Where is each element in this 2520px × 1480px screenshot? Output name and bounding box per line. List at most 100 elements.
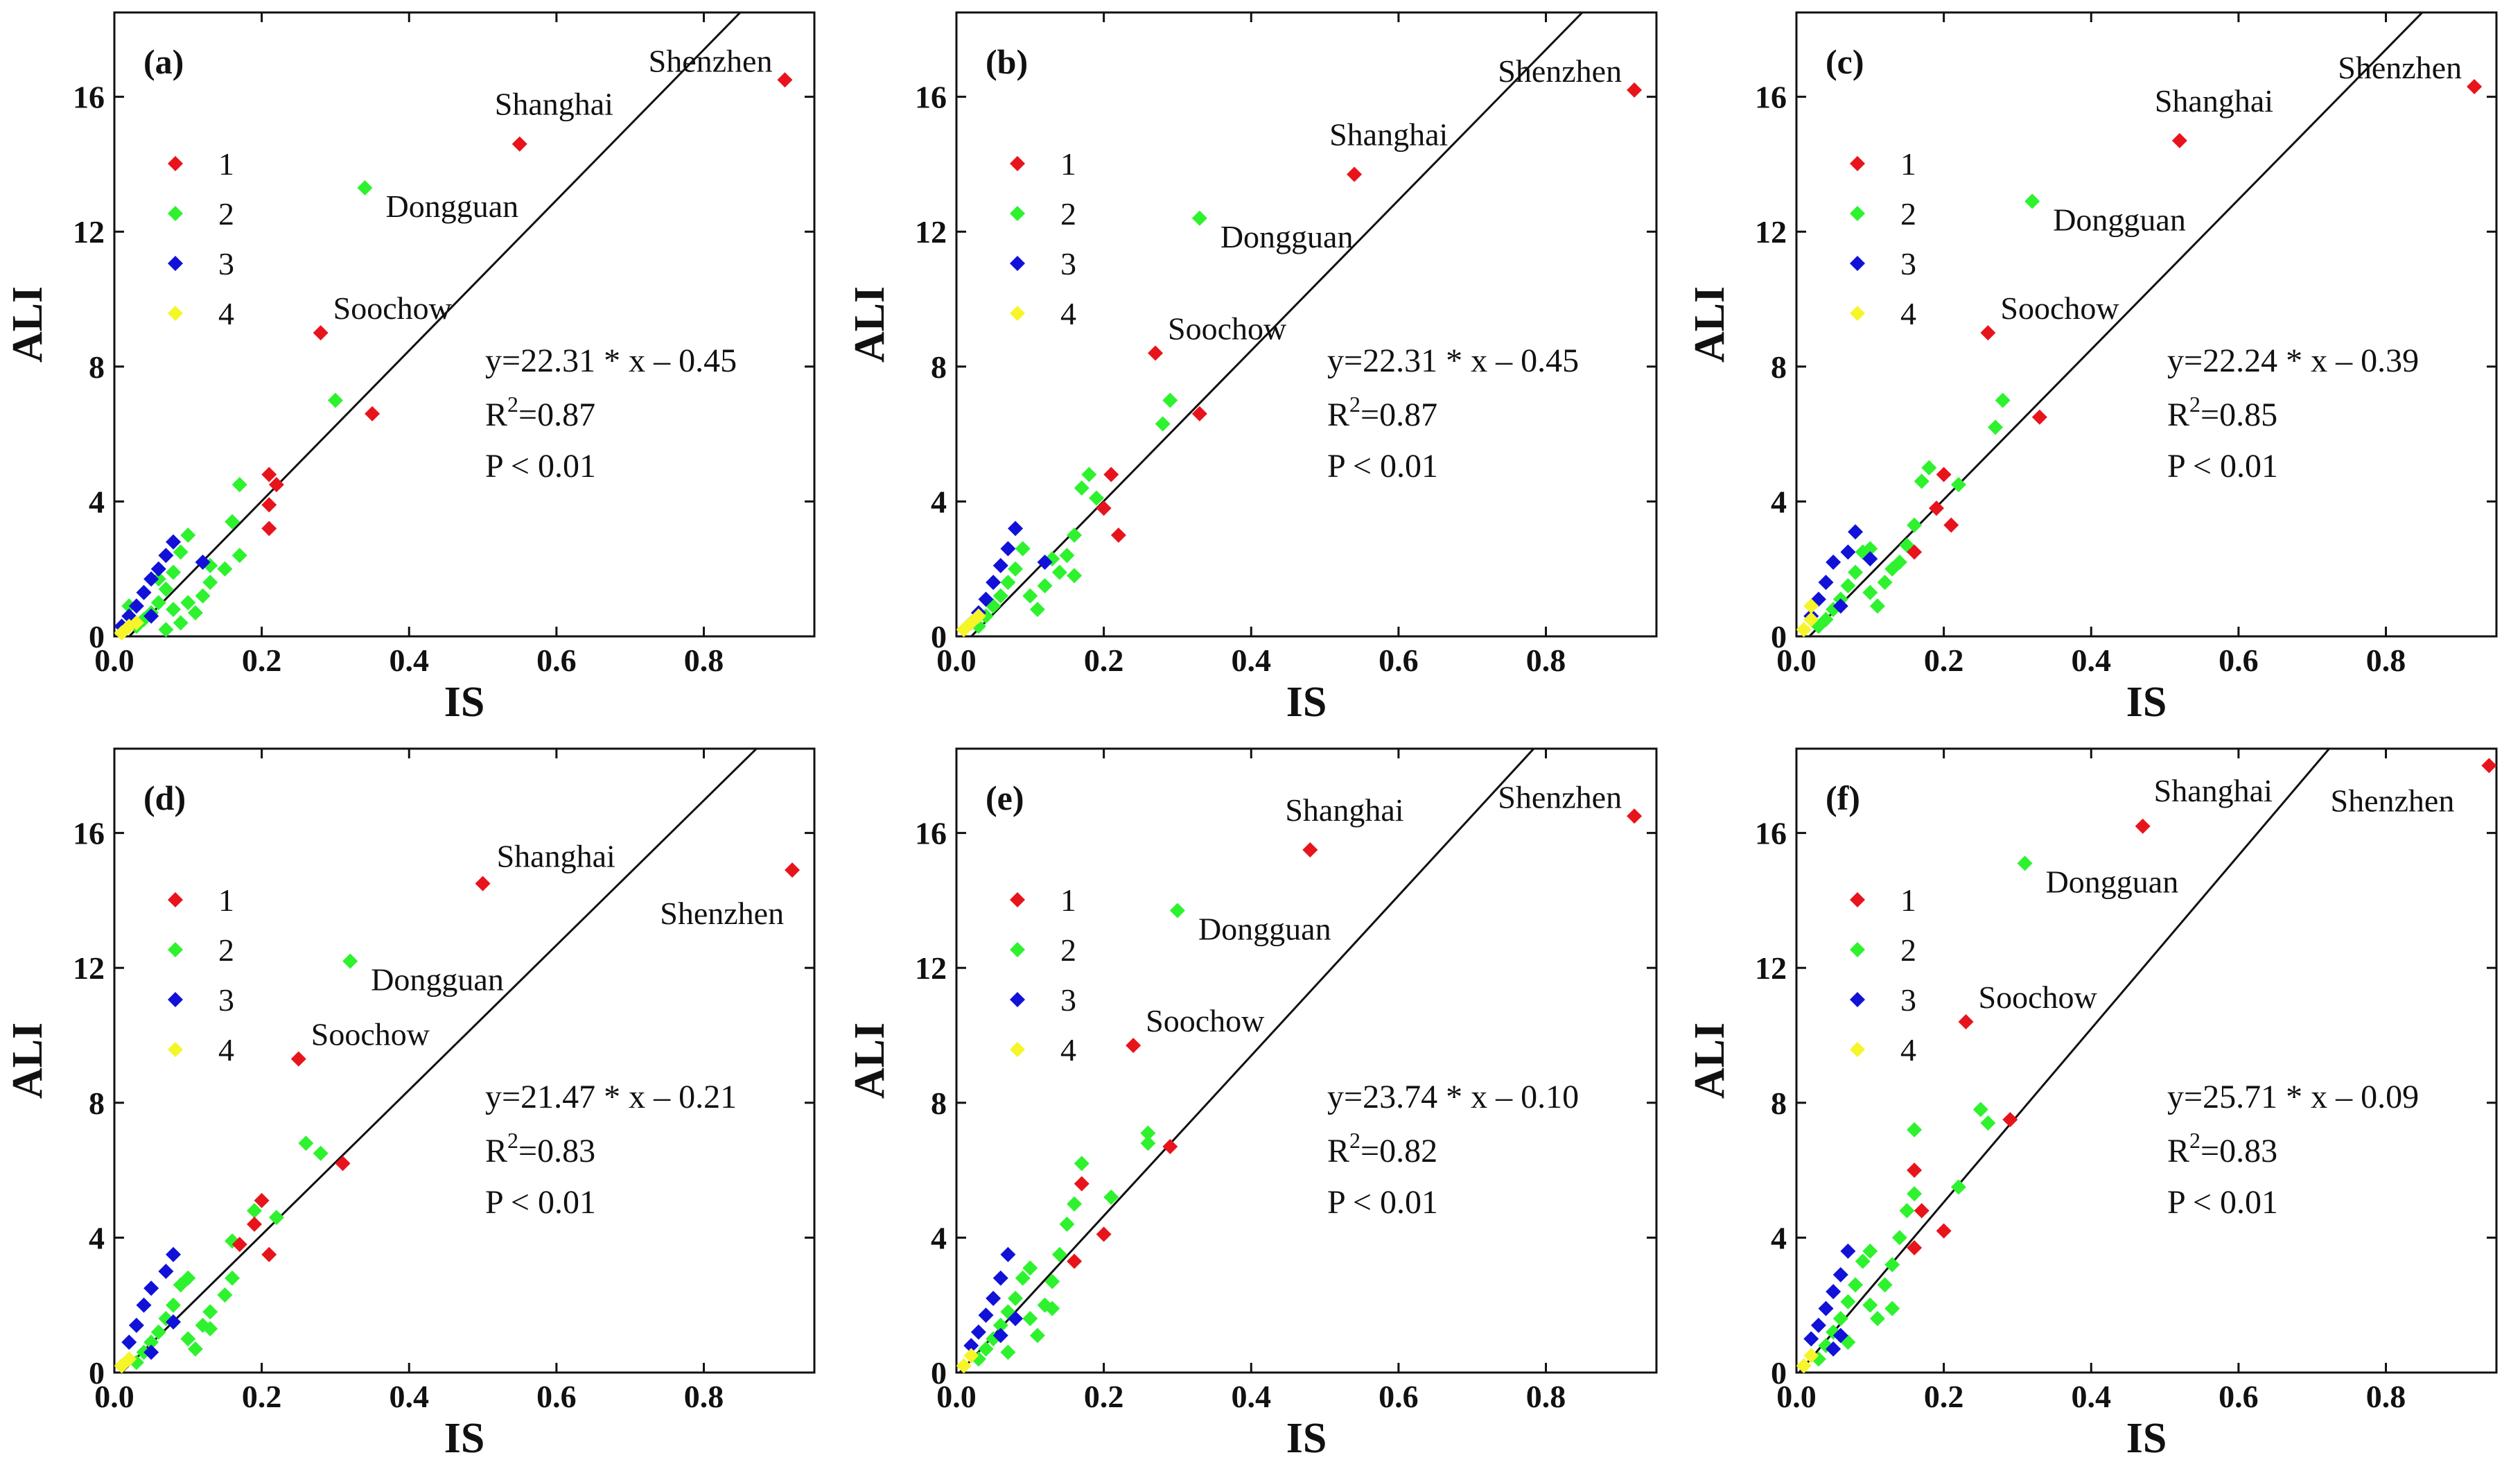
y-tick-label: 8	[89, 1086, 105, 1121]
data-point-group-1	[268, 477, 284, 493]
data-point-group-2	[1950, 477, 1966, 493]
data-point-group-2	[1022, 1311, 1038, 1327]
data-point-group-2	[313, 1145, 329, 1161]
legend-label: 1	[1060, 882, 1076, 918]
data-point-group-3	[121, 1334, 137, 1350]
y-tick-label: 8	[1771, 349, 1787, 385]
data-point-group-2	[1980, 1115, 1996, 1131]
data-point-group-2	[2024, 193, 2040, 209]
y-axis-title: ALI	[1686, 286, 1733, 363]
x-tick-label: 0.2	[1924, 643, 1964, 678]
legend-label: 4	[1900, 296, 1916, 331]
panel-label: (f)	[1826, 778, 1860, 817]
data-point-group-3	[992, 1327, 1008, 1343]
data-point-group-3	[166, 1246, 182, 1262]
data-point-group-2	[1029, 1327, 1045, 1343]
data-point-group-2	[1907, 1186, 1923, 1202]
legend-marker	[168, 156, 183, 171]
r-squared-exponent: 2	[507, 392, 518, 417]
city-label: Shanghai	[2154, 773, 2273, 808]
data-point-group-2	[1848, 1277, 1864, 1293]
data-point-group-4	[1803, 611, 1819, 627]
data-point-group-3	[1818, 575, 1834, 591]
y-tick-label: 4	[89, 1220, 105, 1255]
data-point-group-2	[1103, 1190, 1119, 1205]
data-point-group-1	[313, 325, 329, 341]
legend-marker	[168, 306, 183, 321]
y-tick-label: 0	[89, 619, 105, 654]
legend-marker	[1010, 306, 1025, 321]
data-point-group-3	[986, 1290, 1001, 1306]
x-tick-label: 0.6	[2219, 643, 2259, 678]
data-point-group-2	[150, 1324, 166, 1340]
data-point-group-1	[1943, 517, 1959, 533]
data-point-group-3	[143, 1344, 159, 1360]
data-point-group-1	[2467, 79, 2483, 95]
x-tick-label: 0.2	[1084, 1379, 1124, 1414]
data-point-group-1	[335, 1156, 351, 1172]
data-point-group-3	[1818, 1300, 1834, 1316]
r-squared-value: =0.83	[2200, 1133, 2277, 1169]
fit-equation: y=22.24 * x – 0.39	[2167, 342, 2419, 379]
legend-label: 4	[1060, 1032, 1076, 1068]
data-point-group-2	[180, 528, 196, 543]
legend-marker	[1850, 256, 1865, 271]
data-point-group-3	[136, 1297, 152, 1313]
legend-label: 2	[1060, 196, 1076, 232]
data-point-group-2	[1044, 1273, 1060, 1289]
city-label: Shanghai	[497, 839, 615, 874]
data-point-group-2	[180, 1331, 196, 1347]
data-point-group-1	[2171, 132, 2187, 148]
legend-marker	[1850, 156, 1865, 171]
data-point-group-2	[158, 622, 174, 638]
data-point-group-2	[992, 1317, 1008, 1333]
data-point-group-1	[1162, 1139, 1178, 1155]
x-axis-title: IS	[444, 1415, 485, 1462]
data-point-group-2	[225, 1270, 240, 1286]
r-squared-value: =0.87	[1360, 397, 1437, 433]
r-squared: R2=0.83	[485, 1128, 595, 1169]
data-point-group-1	[1936, 467, 1952, 482]
plot-frame	[113, 747, 816, 1374]
data-point-group-2	[1862, 584, 1878, 600]
data-point-group-2	[217, 561, 233, 577]
y-tick-label: 8	[89, 349, 105, 385]
plot-frame	[113, 11, 816, 638]
data-point-group-2	[978, 1341, 994, 1357]
data-point-group-2	[173, 544, 189, 560]
data-point-group-2	[187, 604, 203, 620]
data-point-group-2	[1884, 561, 1900, 577]
data-point-group-3	[1848, 524, 1864, 540]
data-point-group-2	[1155, 416, 1171, 432]
data-point-group-1	[1936, 1223, 1952, 1239]
data-point-group-1	[2481, 758, 2497, 774]
legend-marker	[1010, 206, 1025, 221]
fit-line	[959, 749, 1536, 1373]
data-point-group-3	[143, 571, 159, 587]
data-point-group-3	[992, 557, 1008, 573]
x-tick-label: 0.4	[1232, 643, 1272, 678]
y-tick-label: 4	[1771, 1220, 1787, 1255]
data-point-group-1	[1126, 1038, 1141, 1054]
panel-label: (e)	[986, 778, 1024, 817]
data-point-group-2	[202, 575, 218, 591]
data-point-group-1	[290, 1051, 306, 1067]
city-label: Shenzhen	[2331, 783, 2455, 818]
data-point-group-3	[158, 1264, 174, 1280]
data-point-group-1	[1627, 82, 1643, 98]
data-point-group-2	[1008, 561, 1024, 577]
city-label: Shenzhen	[660, 896, 784, 931]
data-point-group-2	[1015, 541, 1031, 557]
data-point-group-2	[1037, 578, 1053, 594]
p-value: P < 0.01	[485, 448, 596, 485]
legend-marker	[1010, 942, 1025, 957]
legend-marker	[168, 892, 183, 907]
legend-label: 3	[1900, 982, 1916, 1018]
y-tick-label: 12	[73, 950, 105, 986]
legend-marker	[1850, 1042, 1865, 1057]
p-value: P < 0.01	[1327, 1184, 1438, 1221]
x-tick-label: 0.6	[1379, 1379, 1419, 1414]
data-point-group-2	[180, 1270, 196, 1286]
